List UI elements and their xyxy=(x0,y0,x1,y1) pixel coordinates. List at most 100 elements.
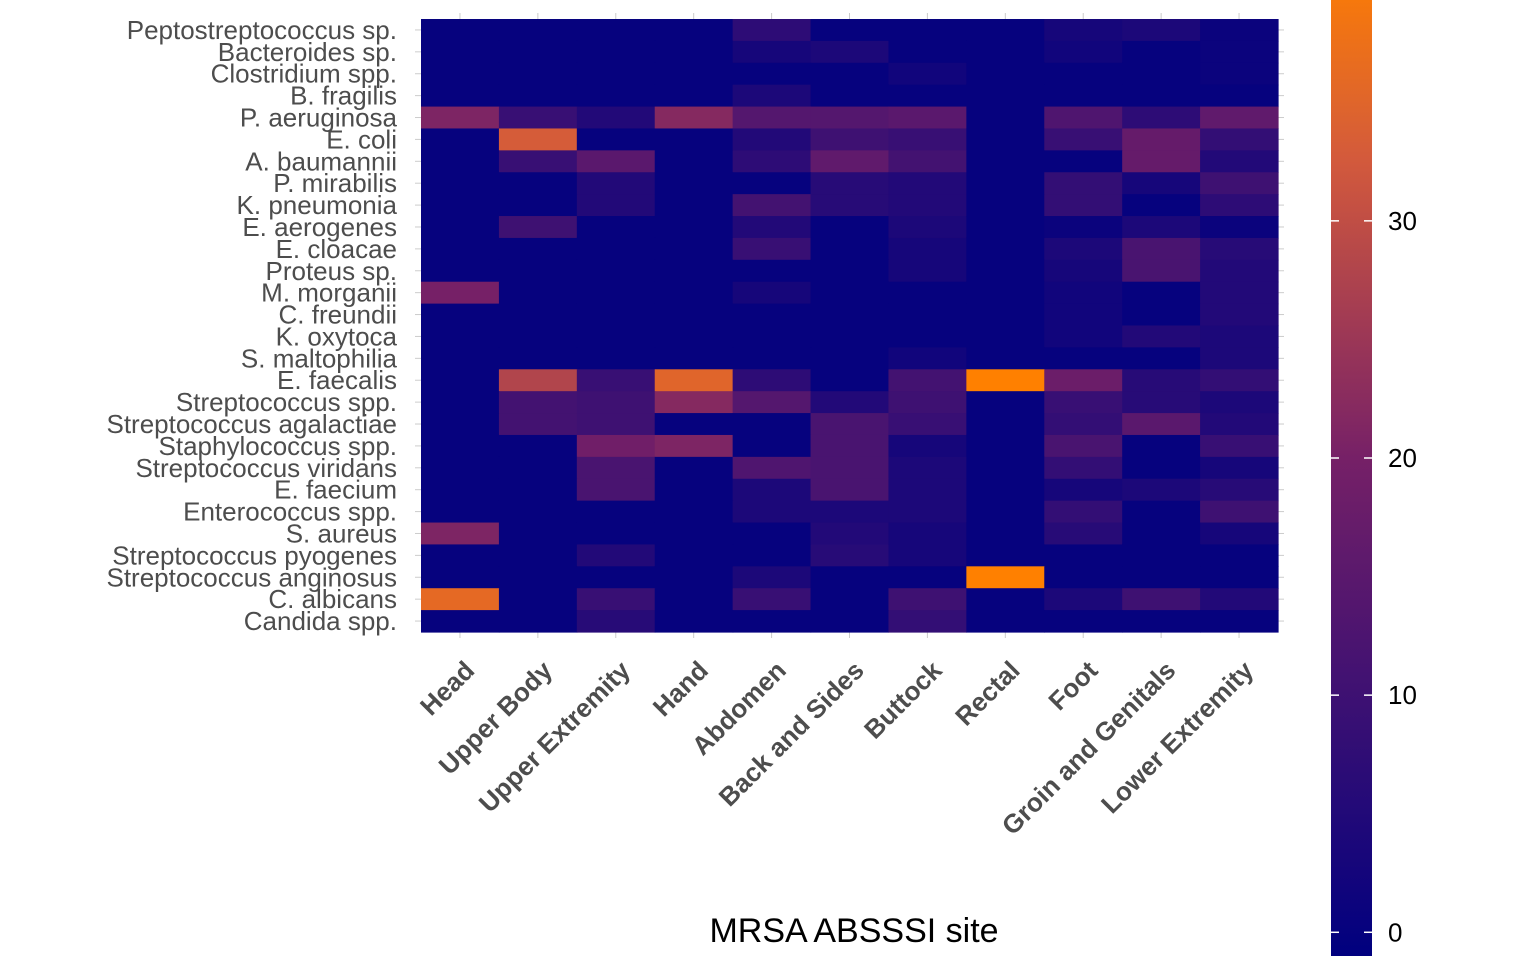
heatmap-cell xyxy=(732,303,812,327)
heatmap-cell xyxy=(421,62,500,86)
y-tick-label: Streptococcus anginosus xyxy=(106,562,397,592)
y-tick-label: C. albicans xyxy=(268,584,397,614)
heatmap-cell xyxy=(421,347,500,370)
heatmap-cell xyxy=(654,19,734,42)
heatmap-cell xyxy=(421,610,500,633)
heatmap-cell xyxy=(888,434,967,458)
heatmap-cell xyxy=(1044,369,1123,392)
heatmap-cell xyxy=(498,194,578,217)
heatmap-cell xyxy=(966,19,1045,42)
heatmap-cell xyxy=(1044,40,1123,64)
y-tick-label: M. morganii xyxy=(261,278,397,308)
y-tick-label: Streptococcus viridans xyxy=(135,453,397,483)
heatmap-cell xyxy=(654,128,734,151)
heatmap-cell xyxy=(421,456,500,480)
heatmap-cell xyxy=(1122,106,1201,130)
heatmap-cell xyxy=(888,413,967,436)
heatmap-cell xyxy=(498,413,578,436)
heatmap-cell xyxy=(654,150,734,173)
heatmap-cell xyxy=(1122,303,1201,327)
heatmap-cell xyxy=(1200,194,1279,217)
heatmap-cell xyxy=(421,106,500,130)
heatmap-cell xyxy=(498,500,578,524)
heatmap-cell xyxy=(966,128,1045,151)
y-tick-label: E. faecium xyxy=(274,475,397,505)
x-tick-label: Rectal xyxy=(949,655,1025,731)
heatmap-cell xyxy=(1044,150,1123,173)
heatmap-cell xyxy=(1122,259,1201,283)
heatmap-cell xyxy=(421,172,500,195)
heatmap-cell xyxy=(1122,150,1201,173)
heatmap-cell xyxy=(421,128,500,151)
heatmap-cell xyxy=(888,456,967,480)
heatmap-cell xyxy=(654,216,734,239)
heatmap-cell xyxy=(1044,237,1123,261)
heatmap-cell xyxy=(810,150,890,173)
heatmap-cell xyxy=(498,456,578,480)
heatmap-cell xyxy=(1200,456,1279,480)
heatmap-cell xyxy=(576,259,656,283)
heatmap-cell xyxy=(1122,588,1201,611)
y-tick-label: Streptococcus agalactiae xyxy=(106,409,397,439)
heatmap-cell xyxy=(732,84,812,108)
heatmap-cell xyxy=(498,303,578,327)
heatmap-cell xyxy=(421,150,500,173)
heatmap-cell xyxy=(654,237,734,261)
heatmap-cell xyxy=(1200,478,1279,502)
heatmap-cell xyxy=(576,369,656,392)
heatmap-cell xyxy=(1122,128,1201,151)
heatmap-cell xyxy=(810,84,890,108)
heatmap-cell xyxy=(732,522,812,546)
heatmap-cell xyxy=(732,150,812,173)
heatmap-cell xyxy=(1122,544,1201,567)
heatmap-cell xyxy=(732,172,812,195)
heatmap-cell xyxy=(654,303,734,327)
heatmap-cell xyxy=(576,40,656,64)
heatmap-cell xyxy=(654,347,734,370)
heatmap-cell xyxy=(810,325,890,348)
heatmap-cell xyxy=(654,434,734,458)
heatmap-cell xyxy=(966,62,1045,86)
heatmap-cell xyxy=(498,588,578,611)
heatmap-cell xyxy=(732,216,812,239)
heatmap-cell xyxy=(966,194,1045,217)
heatmap-cell xyxy=(732,40,812,64)
heatmap-cell xyxy=(810,434,890,458)
heatmap-cell xyxy=(810,40,890,64)
heatmap-cell xyxy=(888,194,967,217)
heatmap-cell xyxy=(1044,610,1123,633)
heatmap-cell xyxy=(654,391,734,414)
heatmap-cell xyxy=(1122,522,1201,546)
heatmap-cell xyxy=(576,325,656,348)
heatmap-cell xyxy=(888,391,967,414)
heatmap-cell xyxy=(498,259,578,283)
heatmap-cell xyxy=(732,478,812,502)
heatmap-cell xyxy=(654,172,734,195)
heatmap-cell xyxy=(498,84,578,108)
heatmap-cell xyxy=(810,216,890,239)
heatmap-cell xyxy=(1122,62,1201,86)
heatmap-cell xyxy=(421,413,500,436)
heatmap-cell xyxy=(498,128,578,151)
heatmap-cell xyxy=(732,413,812,436)
heatmap-cell xyxy=(966,456,1045,480)
heatmap-cell xyxy=(421,84,500,108)
heatmap-cell xyxy=(810,500,890,524)
heatmap-cell xyxy=(1122,478,1201,502)
heatmap-cell xyxy=(1122,172,1201,195)
heatmap-cell xyxy=(1122,391,1201,414)
heatmap-cell xyxy=(966,588,1045,611)
heatmap-cell xyxy=(888,281,967,305)
heatmap-cell xyxy=(1200,566,1279,589)
colorbar-legend: 010203040 xyxy=(1331,0,1417,956)
heatmap-cell xyxy=(966,40,1045,64)
heatmap-cell xyxy=(576,216,656,239)
heatmap-cell xyxy=(966,610,1045,633)
heatmap-cell xyxy=(888,544,967,567)
heatmap-cell xyxy=(654,281,734,305)
y-tick-label: S. aureus xyxy=(286,518,397,548)
heatmap-cell xyxy=(576,150,656,173)
heatmap-cell xyxy=(1200,84,1279,108)
heatmap-cell xyxy=(966,566,1045,589)
